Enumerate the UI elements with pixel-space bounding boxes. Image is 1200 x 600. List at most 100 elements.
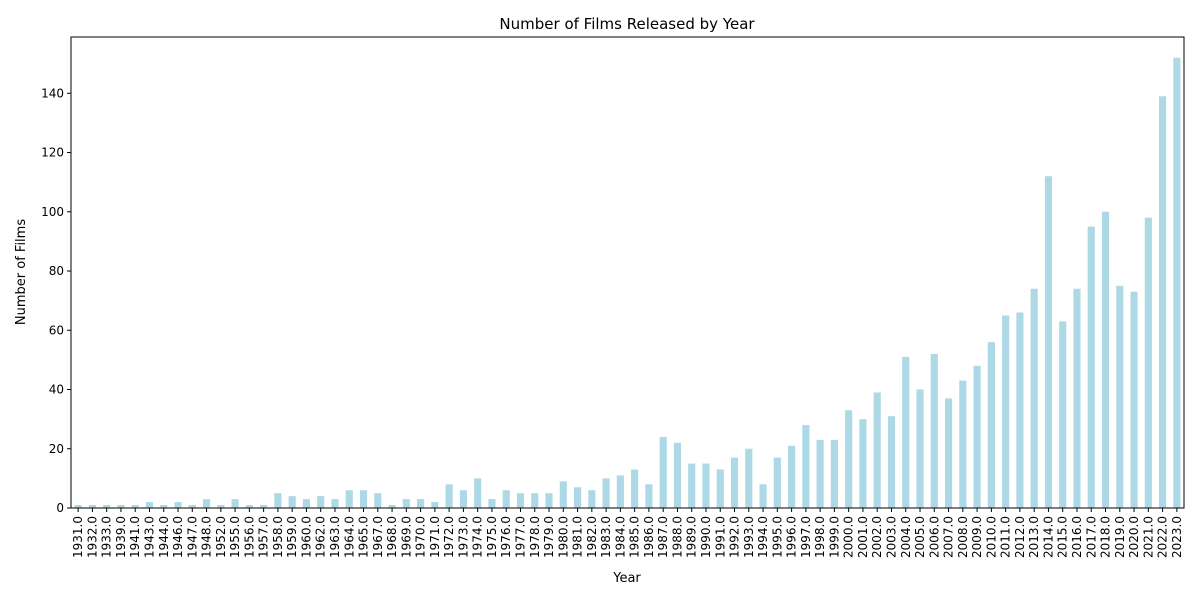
bar-1997.0 — [802, 425, 810, 508]
bar-1941.0 — [131, 505, 139, 508]
bar-1948.0 — [202, 499, 211, 508]
bar-1968.0 — [388, 505, 396, 508]
x-tick-label: 2005.0 — [913, 516, 927, 558]
x-tick-label: 2003.0 — [884, 516, 898, 558]
bar-1993.0 — [745, 448, 753, 508]
x-tick-label: 1939.0 — [114, 516, 128, 558]
x-tick-label: 1995.0 — [770, 516, 784, 558]
x-tick-label: 1968.0 — [385, 516, 399, 558]
bar-1973.0 — [459, 490, 467, 508]
bar-1971.0 — [431, 502, 439, 508]
bar-1947.0 — [188, 505, 196, 508]
bar-1988.0 — [673, 442, 682, 508]
x-tick-label: 1988.0 — [670, 516, 684, 558]
bar-1984.0 — [616, 475, 624, 508]
bar-1980.0 — [559, 481, 567, 508]
bar-1978.0 — [531, 493, 539, 508]
x-tick-label: 1944.0 — [157, 516, 171, 558]
bar-1969.0 — [402, 499, 410, 508]
bar-1990.0 — [702, 463, 710, 508]
x-tick-label: 2023.0 — [1170, 516, 1184, 558]
bar-1982.0 — [588, 490, 596, 508]
x-tick-label: 1974.0 — [471, 516, 485, 558]
bar-1963.0 — [331, 499, 339, 508]
x-tick-label: 1991.0 — [713, 516, 727, 558]
bar-1976.0 — [502, 490, 510, 508]
x-tick-label: 2017.0 — [1084, 516, 1098, 558]
bar-2007.0 — [944, 398, 953, 508]
x-tick-label: 2021.0 — [1141, 516, 1155, 558]
bar-1970.0 — [417, 499, 425, 508]
x-tick-label: 1957.0 — [257, 516, 271, 558]
bar-2020.0 — [1130, 291, 1138, 508]
bars-group — [74, 57, 1181, 509]
x-tick-label: 1958.0 — [271, 516, 285, 558]
bar-1972.0 — [445, 484, 453, 508]
bar-2011.0 — [1002, 315, 1010, 508]
bar-1996.0 — [788, 445, 796, 508]
x-tick-label: 2019.0 — [1113, 516, 1127, 558]
x-tick-label: 1999.0 — [827, 516, 841, 558]
x-tick-label: 1994.0 — [756, 516, 770, 558]
x-tick-label: 2010.0 — [984, 516, 998, 558]
x-tick-label: 1985.0 — [628, 516, 642, 558]
bar-2009.0 — [973, 365, 981, 508]
y-tick-label: 0 — [56, 501, 64, 515]
x-tick-label: 1980.0 — [556, 516, 570, 558]
bar-2018.0 — [1101, 211, 1110, 508]
bar-1995.0 — [773, 457, 781, 508]
bar-2010.0 — [987, 342, 995, 508]
bar-1983.0 — [602, 478, 610, 508]
plot-frame — [70, 36, 1185, 509]
x-axis-ticks: 1931.0 1932.0 1933.0 1939.0 1941.0 1943.0 1944… — [71, 508, 1184, 558]
x-tick-label: 1992.0 — [728, 516, 742, 558]
bar-1992.0 — [730, 457, 739, 508]
x-tick-label: 2008.0 — [956, 516, 970, 558]
bar-1994.0 — [759, 484, 767, 508]
bar-1939.0 — [117, 505, 125, 508]
bar-2014.0 — [1044, 176, 1053, 509]
bar-2013.0 — [1030, 288, 1038, 508]
bar-1991.0 — [716, 469, 724, 508]
bar-1958.0 — [274, 493, 282, 508]
x-tick-label: 2013.0 — [1027, 516, 1041, 558]
x-tick-label: 1967.0 — [371, 516, 385, 558]
bar-1974.0 — [474, 478, 482, 508]
x-tick-label: 1933.0 — [100, 516, 114, 558]
bar-2017.0 — [1087, 226, 1095, 508]
bar-1960.0 — [302, 499, 311, 508]
bar-1979.0 — [545, 493, 553, 508]
bar-1998.0 — [816, 439, 824, 508]
bar-1962.0 — [317, 496, 325, 508]
x-tick-label: 1965.0 — [357, 516, 371, 558]
bar-2003.0 — [887, 416, 896, 508]
bar-2005.0 — [916, 389, 924, 508]
x-tick-label: 1946.0 — [171, 516, 185, 558]
x-tick-label: 1977.0 — [513, 516, 527, 558]
bar-1989.0 — [688, 463, 696, 508]
y-axis-label: Number of Films — [14, 219, 29, 325]
bar-1959.0 — [288, 496, 296, 508]
bar-1964.0 — [345, 490, 353, 508]
x-tick-label: 2016.0 — [1070, 516, 1084, 558]
bar-1957.0 — [260, 505, 268, 508]
y-tick-label: 40 — [49, 383, 64, 397]
x-tick-label: 2002.0 — [870, 516, 884, 558]
x-tick-label: 1996.0 — [785, 516, 799, 558]
x-tick-label: 1981.0 — [571, 516, 585, 558]
x-tick-label: 1931.0 — [71, 516, 85, 558]
bar-1933.0 — [103, 505, 111, 508]
bar-1975.0 — [488, 499, 496, 508]
x-tick-label: 2014.0 — [1041, 516, 1055, 558]
y-tick-label: 60 — [49, 323, 64, 337]
x-tick-label: 1976.0 — [499, 516, 513, 558]
bar-2001.0 — [859, 419, 867, 508]
bar-2008.0 — [959, 380, 967, 508]
x-tick-label: 2004.0 — [899, 516, 913, 558]
bar-1977.0 — [516, 493, 525, 508]
bar-2016.0 — [1073, 288, 1081, 508]
x-tick-label: 1989.0 — [685, 516, 699, 558]
x-tick-label: 1978.0 — [528, 516, 542, 558]
bar-1932.0 — [88, 505, 96, 508]
bar-1987.0 — [659, 436, 667, 508]
